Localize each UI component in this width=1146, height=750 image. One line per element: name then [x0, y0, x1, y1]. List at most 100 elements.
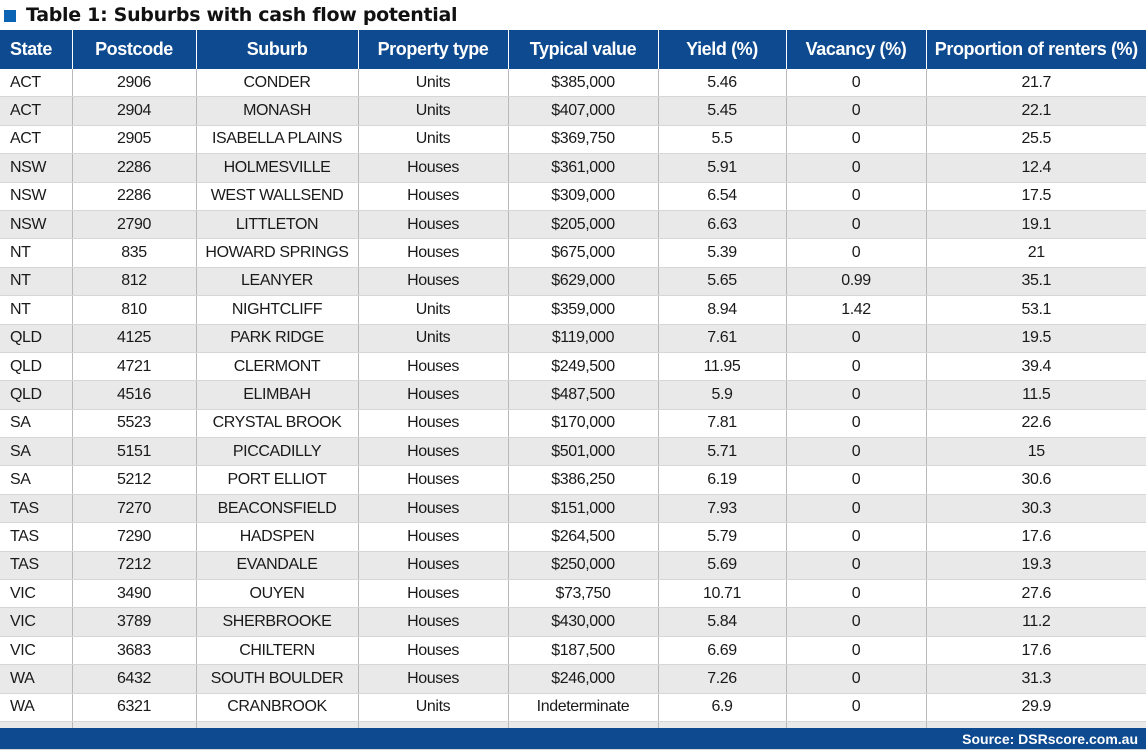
cell-yield: 5.45	[658, 96, 787, 126]
cell-vacancy: 0	[786, 579, 927, 609]
cell-yield: 5.84	[658, 607, 787, 637]
table-title-bar: Table 1: Suburbs with cash flow potentia…	[0, 0, 1146, 30]
cell-state: NT	[0, 238, 73, 268]
cell-yield: 5.79	[658, 522, 787, 552]
cell-property-type: Units	[358, 96, 509, 126]
cell-property-type: Houses	[358, 664, 509, 694]
table-row: VIC 3789 SHERBROOKE Houses $430,000 5.84 0 11.2	[0, 607, 1146, 637]
table-row: SA 5523 CRYSTAL BROOK Houses $170,000 7.81 0 22…	[0, 409, 1146, 439]
cell-yield: 5.65	[658, 267, 787, 297]
cell-vacancy: 0	[786, 352, 927, 382]
table-row: TAS 7270 BEACONSFIELD Houses $151,000 7.93 0 30…	[0, 494, 1146, 524]
cell-renters: 30.6	[926, 465, 1146, 495]
table-row: NT 810 NIGHTCLIFF Units $359,000 8.94 1.42 53.1	[0, 295, 1146, 325]
cell-postcode: 4516	[72, 380, 197, 410]
cell-renters: 31.3	[926, 664, 1146, 694]
cell-vacancy: 0	[786, 664, 927, 694]
source-credit: Source: DSRscore.com.au	[962, 730, 1138, 747]
cell-renters: 35.1	[926, 267, 1146, 297]
column-header-renters: Proportion of renters (%)	[926, 30, 1146, 69]
cell-postcode: 2906	[72, 69, 197, 98]
cell-property-type: Houses	[358, 210, 509, 240]
cell-yield: 6.63	[658, 210, 787, 240]
cell-yield: 11.95	[658, 352, 787, 382]
cell-property-type: Units	[358, 125, 509, 155]
cell-typical-value: $629,000	[508, 267, 659, 297]
cell-vacancy: 0	[786, 522, 927, 552]
cell-postcode: 6432	[72, 664, 197, 694]
cell-state: QLD	[0, 352, 73, 382]
cell-postcode: 5523	[72, 409, 197, 439]
cell-vacancy: 0	[786, 693, 927, 722]
cell-property-type: Units	[358, 324, 509, 353]
column-header-postcode: Postcode	[72, 30, 197, 69]
cell-typical-value: $187,500	[508, 636, 659, 666]
cell-typical-value: $369,750	[508, 125, 659, 155]
cell-renters: 17.6	[926, 522, 1146, 552]
cell-renters: 17.5	[926, 182, 1146, 211]
cell-suburb: WEST WALLSEND	[196, 182, 359, 211]
cell-typical-value: $386,250	[508, 465, 659, 495]
cell-typical-value: $246,000	[508, 664, 659, 694]
cell-typical-value: $249,500	[508, 352, 659, 382]
cell-typical-value: $264,500	[508, 522, 659, 552]
cell-vacancy: 0	[786, 182, 927, 211]
cell-renters: 22.1	[926, 96, 1146, 126]
table-row: NSW 2286 WEST WALLSEND Houses $309,000 6.54 0 1…	[0, 182, 1146, 211]
cell-suburb: SHERBROOKE	[196, 607, 359, 637]
cell-typical-value: $170,000	[508, 409, 659, 439]
cell-postcode: 3789	[72, 607, 197, 637]
cell-yield: 5.9	[658, 380, 787, 410]
cell-state: ACT	[0, 69, 73, 98]
cell-suburb: LITTLETON	[196, 210, 359, 240]
table-body: ACT 2906 CONDER Units $385,000 5.46 0 21.7 ACT 29…	[0, 69, 1146, 750]
table-row: QLD 4721 CLERMONT Houses $249,500 11.95 0 39.4	[0, 352, 1146, 382]
suburbs-table: State Postcode Suburb Property type Typi…	[0, 30, 1146, 750]
cell-renters: 25.5	[926, 125, 1146, 155]
table-row: TAS 7290 HADSPEN Houses $264,500 5.79 0 17.6	[0, 522, 1146, 552]
cell-yield: 5.71	[658, 437, 787, 467]
cell-renters: 11.5	[926, 380, 1146, 410]
cell-vacancy: 0.99	[786, 267, 927, 297]
cell-property-type: Houses	[358, 238, 509, 268]
cell-vacancy: 1.42	[786, 295, 927, 325]
cell-state: WA	[0, 693, 73, 722]
cell-postcode: 835	[72, 238, 197, 268]
column-header-suburb: Suburb	[196, 30, 359, 69]
cell-suburb: CHILTERN	[196, 636, 359, 666]
cell-suburb: PORT ELLIOT	[196, 465, 359, 495]
cell-state: NT	[0, 295, 73, 325]
cell-property-type: Houses	[358, 522, 509, 552]
cell-suburb: ISABELLA PLAINS	[196, 125, 359, 155]
cell-suburb: CRANBROOK	[196, 693, 359, 722]
cell-vacancy: 0	[786, 238, 927, 268]
cell-suburb: HOWARD SPRINGS	[196, 238, 359, 268]
cell-renters: 11.2	[926, 607, 1146, 637]
cell-postcode: 6321	[72, 693, 197, 722]
cell-renters: 19.1	[926, 210, 1146, 240]
column-header-vacancy: Vacancy (%)	[786, 30, 927, 69]
cell-property-type: Houses	[358, 352, 509, 382]
cell-renters: 21.7	[926, 69, 1146, 98]
cell-postcode: 812	[72, 267, 197, 297]
cell-renters: 12.4	[926, 153, 1146, 183]
cell-postcode: 5151	[72, 437, 197, 467]
cell-vacancy: 0	[786, 125, 927, 155]
table-title: Table 1: Suburbs with cash flow potentia…	[26, 4, 458, 26]
cell-vacancy: 0	[786, 210, 927, 240]
cell-postcode: 2286	[72, 182, 197, 211]
table-row: WA 6321 CRANBROOK Units Indeterminate 6.9 0 29.…	[0, 693, 1146, 722]
cell-suburb: CONDER	[196, 69, 359, 98]
cell-vacancy: 0	[786, 551, 927, 581]
cell-property-type: Houses	[358, 182, 509, 211]
cell-typical-value: $361,000	[508, 153, 659, 183]
cell-typical-value: Indeterminate	[508, 693, 659, 722]
table-row: SA 5151 PICCADILLY Houses $501,000 5.71 0 15	[0, 437, 1146, 467]
cell-renters: 19.5	[926, 324, 1146, 353]
cell-renters: 30.3	[926, 494, 1146, 524]
cell-typical-value: $250,000	[508, 551, 659, 581]
cell-yield: 5.91	[658, 153, 787, 183]
cell-postcode: 2286	[72, 153, 197, 183]
cell-property-type: Houses	[358, 579, 509, 609]
cell-property-type: Houses	[358, 465, 509, 495]
